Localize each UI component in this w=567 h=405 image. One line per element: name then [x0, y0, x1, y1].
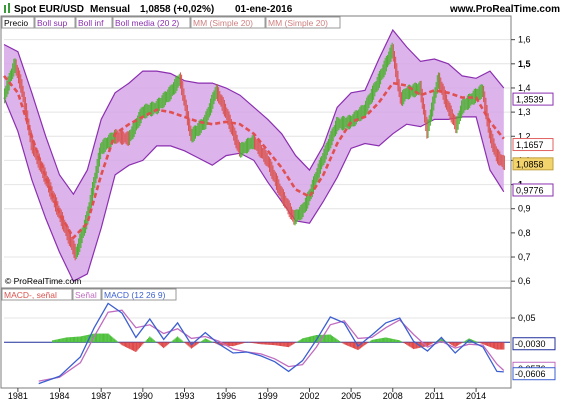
- legend-boll-inf[interactable]: Boll inf: [78, 18, 104, 28]
- legend-macd-hist[interactable]: MACD-, señal: [4, 290, 57, 300]
- legend-boll-media[interactable]: Boll media (20 2): [115, 18, 179, 28]
- watermark: © ProRealTime.com: [5, 276, 81, 286]
- macd-value-label: -0,0606: [515, 369, 546, 379]
- series-boll-sup: [3, 28, 505, 196]
- price-value-box: [512, 157, 554, 171]
- instrument-title: Spot EUR/USD: [14, 4, 84, 15]
- price-y-tick-label: 0,6: [518, 276, 531, 286]
- x-tick-label: 2005: [341, 391, 361, 400]
- legend-boll-sup[interactable]: Boll sup: [37, 18, 68, 28]
- price-y-tick-label: 1,2: [518, 131, 531, 141]
- last-price-change: 1,0858 (+0,02%): [140, 4, 214, 15]
- macd-histogram: [51, 333, 505, 352]
- price-legend: Precio Boll sup Boll inf Boll media (20 …: [1, 16, 341, 29]
- x-tick-label: 1993: [174, 391, 194, 400]
- price-y-tick-label: 0,9: [518, 204, 531, 214]
- legend-mm-1[interactable]: MM (Simple 20): [193, 18, 253, 28]
- series-boll-media: [2, 75, 505, 240]
- price-value-label: 1,3539: [516, 95, 544, 105]
- price-value-box: [512, 138, 554, 152]
- series-boll-inf: [3, 97, 505, 283]
- price-value-label: 1,1657: [516, 140, 544, 150]
- price-y-tick-label: 1,6: [518, 35, 531, 45]
- x-tick-label: 1996: [216, 391, 236, 400]
- period-label: Mensual: [90, 4, 130, 15]
- price-y-tick-label: 1,4: [518, 83, 531, 93]
- price-value-label: 0,9776: [516, 185, 544, 195]
- macd-value-box: [512, 367, 556, 381]
- x-tick-label: 2011: [425, 391, 444, 400]
- legend-signal[interactable]: Señal: [75, 290, 97, 300]
- x-tick-label: 1999: [258, 391, 278, 400]
- x-tick-label: 1990: [133, 391, 153, 400]
- price-value-label: 1,0858: [516, 159, 544, 169]
- price-y-tick-label: 1,5: [518, 59, 531, 69]
- price-y-tick-label: 0,8: [518, 228, 531, 238]
- macd-value-box: [512, 337, 556, 351]
- x-tick-label: 1984: [50, 391, 70, 400]
- price-value-box: [512, 92, 554, 106]
- price-y-tick-label: 0,7: [518, 252, 531, 262]
- date-label: 01-ene-2016: [235, 4, 293, 15]
- x-tick-label: 1987: [91, 391, 111, 400]
- header: Spot EUR/USD Mensual 1,0858 (+0,02%) 01-…: [4, 3, 560, 15]
- site-url[interactable]: www.ProRealTime.com: [449, 4, 560, 15]
- x-tick-label: 2002: [299, 391, 319, 400]
- price-candles: [4, 42, 505, 261]
- x-tick-label: 2008: [383, 391, 403, 400]
- macd-y-tick-label: 0,05: [518, 313, 536, 323]
- series-macd: [38, 302, 504, 385]
- x-tick-label: 2014: [466, 391, 486, 400]
- macd-value-label: -0,0030: [515, 339, 546, 349]
- price-value-box: [512, 183, 554, 197]
- x-tick-label: 1981: [8, 391, 28, 400]
- bollinger-band-area: [4, 30, 504, 282]
- macd-legend: MACD-, señal Señal MACD (12 26 9): [1, 288, 177, 301]
- legend-price[interactable]: Precio: [4, 18, 28, 28]
- legend-macd[interactable]: MACD (12 26 9): [104, 290, 166, 300]
- bar-chart-icon[interactable]: [4, 3, 10, 13]
- legend-mm-2[interactable]: MM (Simple 20): [268, 18, 328, 28]
- price-y-tick-label: 1,3: [518, 107, 531, 117]
